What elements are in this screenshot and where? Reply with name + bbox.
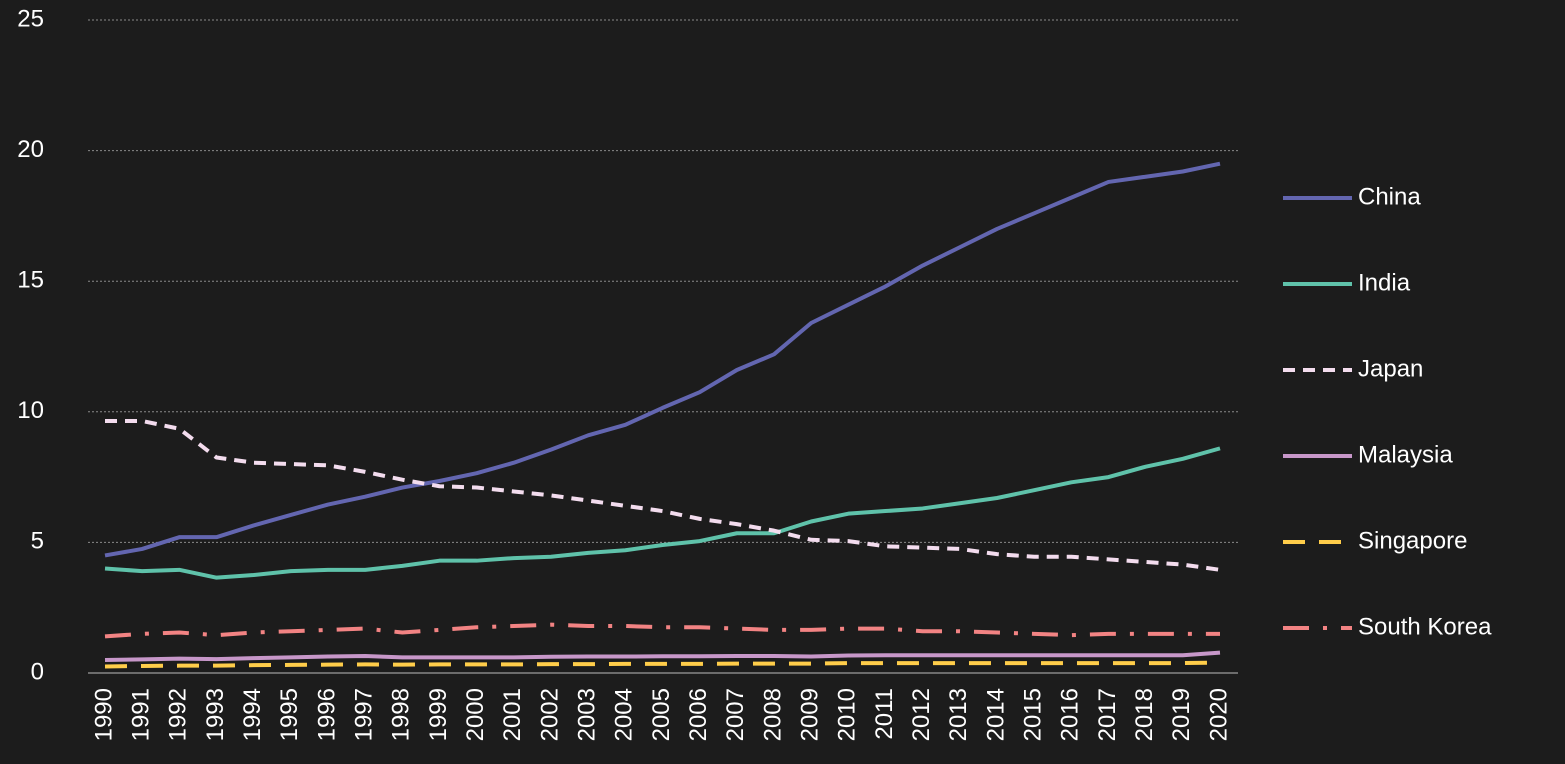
legend-label: Japan (1358, 355, 1423, 382)
x-tick-label: 2018 (1131, 688, 1158, 741)
x-tick-label: 2015 (1020, 688, 1047, 741)
x-tick-label: 2009 (797, 688, 824, 741)
y-tick-label: 15 (17, 267, 44, 294)
x-tick-label: 2010 (834, 688, 861, 741)
x-tick-label: 2001 (499, 688, 526, 741)
x-tick-label: 2003 (574, 688, 601, 741)
x-tick-label: 2016 (1057, 688, 1084, 741)
y-tick-label: 25 (17, 5, 44, 32)
x-tick-label: 1991 (128, 688, 155, 741)
x-tick-label: 2020 (1205, 688, 1232, 741)
x-tick-label: 1990 (90, 688, 117, 741)
series-line (104, 446, 1221, 580)
x-tick-label: 2006 (685, 688, 712, 741)
series-line (105, 418, 1221, 572)
legend-label: China (1358, 183, 1421, 210)
x-tick-label: 1997 (351, 688, 378, 741)
x-tick-label: 2014 (982, 688, 1009, 741)
x-tick-label: 2017 (1094, 688, 1121, 741)
legend-label: South Korea (1358, 613, 1492, 640)
x-tick-label: 2000 (462, 688, 489, 741)
x-tick-label: 1998 (388, 688, 415, 741)
y-tick-label: 0 (31, 658, 44, 685)
x-tick-label: 2002 (536, 688, 563, 741)
y-tick-label: 10 (17, 397, 44, 424)
series-line (104, 161, 1221, 558)
x-tick-label: 2008 (759, 688, 786, 741)
legend-label: Malaysia (1358, 441, 1453, 468)
x-tick-label: 1999 (425, 688, 452, 741)
x-tick-label: 2007 (722, 688, 749, 741)
series-line (104, 622, 1220, 639)
x-tick-label: 1993 (202, 688, 229, 741)
x-tick-label: 2019 (1168, 688, 1195, 741)
x-tick-label: 1994 (239, 688, 266, 741)
x-tick-label: 2005 (648, 688, 675, 741)
x-tick-label: 1996 (313, 688, 340, 741)
y-tick-label: 5 (31, 528, 44, 555)
x-tick-label: 2011 (871, 688, 898, 740)
x-tick-label: 1992 (165, 688, 192, 741)
legend-label: Singapore (1358, 527, 1467, 554)
series-line (104, 660, 1221, 669)
x-tick-label: 2013 (945, 688, 972, 741)
legend-label: India (1358, 269, 1411, 296)
x-tick-label: 2004 (611, 688, 638, 741)
x-tick-label: 2012 (908, 688, 935, 741)
x-tick-label: 1995 (276, 688, 303, 741)
y-tick-label: 20 (17, 136, 44, 163)
series-line (104, 650, 1221, 662)
